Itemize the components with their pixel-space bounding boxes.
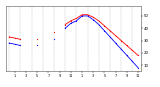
- Point: [125, 55, 128, 56]
- Point: [131, 61, 134, 62]
- Point: [64, 28, 67, 29]
- Point: [137, 67, 139, 68]
- Point: [109, 30, 111, 31]
- Point: [137, 55, 139, 56]
- Point: [81, 15, 83, 17]
- Point: [69, 20, 72, 22]
- Point: [69, 23, 72, 24]
- Point: [8, 42, 11, 44]
- Point: [86, 14, 89, 15]
- Point: [92, 19, 94, 20]
- Point: [81, 14, 83, 15]
- Point: [13, 37, 16, 39]
- Point: [13, 44, 16, 45]
- Point: [86, 15, 89, 17]
- Point: [75, 20, 78, 22]
- Point: [120, 40, 123, 41]
- Point: [64, 24, 67, 25]
- Point: [103, 30, 106, 31]
- Point: [114, 42, 117, 44]
- Point: [19, 45, 22, 46]
- Point: [75, 18, 78, 19]
- Point: [36, 39, 39, 40]
- Point: [36, 45, 39, 46]
- Point: [131, 50, 134, 51]
- Point: [53, 39, 55, 40]
- Point: [120, 48, 123, 50]
- Point: [19, 39, 22, 40]
- Point: [8, 36, 11, 38]
- Point: [98, 20, 100, 22]
- Point: [103, 25, 106, 26]
- Point: [114, 35, 117, 36]
- Point: [92, 16, 94, 18]
- Point: [98, 24, 100, 25]
- Point: [125, 45, 128, 46]
- Point: [109, 36, 111, 38]
- Point: [53, 31, 55, 33]
